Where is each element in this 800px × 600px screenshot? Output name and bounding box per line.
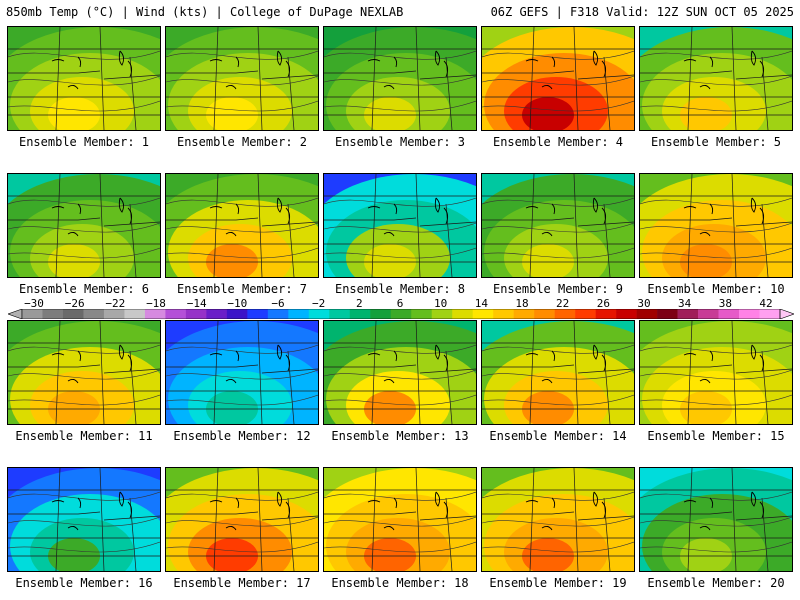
ensemble-member-label: Ensemble Member: 12: [173, 429, 311, 443]
temperature-field-map: [324, 321, 476, 424]
temperature-field-map: [8, 27, 160, 130]
ensemble-map-panel: [323, 26, 477, 131]
ensemble-member-label: Ensemble Member: 6: [18, 282, 150, 296]
ensemble-map-panel: [7, 26, 161, 131]
ensemble-map-panel: [165, 26, 319, 131]
ensemble-map-panel: [639, 173, 793, 278]
ensemble-member-label: Ensemble Member: 1: [18, 135, 150, 149]
ensemble-member-label: Ensemble Member: 20: [647, 576, 785, 590]
temperature-field-map: [482, 27, 634, 130]
ensemble-map-panel: [639, 320, 793, 425]
ensemble-member-label: Ensemble Member: 2: [176, 135, 308, 149]
temperature-field-map: [8, 321, 160, 424]
colorbar-tick-label: 42: [759, 297, 773, 310]
ensemble-member-label: Ensemble Member: 16: [15, 576, 153, 590]
colorbar-tick-label: 14: [474, 297, 488, 310]
temperature-field-map: [166, 174, 318, 277]
colorbar-tick-label: −18: [146, 297, 166, 310]
temperature-colorbar: −30 −26 −22 −18 −14 −10 −6 −2 2 6 10 14 18 22 26 30 34 38…: [8, 298, 794, 320]
temperature-field-map: [640, 27, 792, 130]
temperature-field-map: [640, 468, 792, 571]
map-title: 850mb Temp (°C) | Wind (kts) | College o…: [6, 5, 404, 19]
ensemble-map-panel: [481, 320, 635, 425]
ensemble-member-label: Ensemble Member: 5: [650, 135, 782, 149]
ensemble-member-label: Ensemble Member: 9: [492, 282, 624, 296]
ensemble-member-label: Ensemble Member: 8: [334, 282, 466, 296]
temperature-field-map: [324, 468, 476, 571]
ensemble-member-label: Ensemble Member: 10: [647, 282, 785, 296]
ensemble-map-panel: [165, 173, 319, 278]
temperature-field-map: [166, 468, 318, 571]
temperature-field-map: [166, 321, 318, 424]
temperature-field-map: [324, 27, 476, 130]
ensemble-map-panel: [165, 467, 319, 572]
ensemble-map-panel: [639, 26, 793, 131]
colorbar-tick-label: −30: [24, 297, 44, 310]
ensemble-map-panel: [7, 467, 161, 572]
ensemble-map-panel: [323, 320, 477, 425]
ensemble-map-panel: [481, 467, 635, 572]
colorbar-tick-label: −14: [186, 297, 207, 310]
temperature-field-map: [8, 468, 160, 571]
temperature-field-map: [640, 321, 792, 424]
ensemble-member-label: Ensemble Member: 11: [15, 429, 153, 443]
ensemble-member-label: Ensemble Member: 19: [489, 576, 627, 590]
ensemble-map-panel: [165, 320, 319, 425]
ensemble-map-panel: [481, 173, 635, 278]
colorbar-tick-label: −22: [105, 297, 126, 310]
ensemble-member-label: Ensemble Member: 18: [331, 576, 469, 590]
ensemble-member-label: Ensemble Member: 13: [331, 429, 469, 443]
colorbar-tick-label: 6: [396, 297, 404, 310]
colorbar-tick-label: 38: [718, 297, 732, 310]
ensemble-member-label: Ensemble Member: 17: [173, 576, 311, 590]
ensemble-map-panel: [7, 173, 161, 278]
ensemble-map-panel: [323, 173, 477, 278]
temperature-field-map: [482, 174, 634, 277]
colorbar-tick-label: −2: [312, 297, 326, 310]
ensemble-map-panel: [7, 320, 161, 425]
temperature-field-map: [640, 174, 792, 277]
temperature-field-map: [166, 27, 318, 130]
colorbar-tick-label: −10: [227, 297, 248, 310]
temperature-field-map: [8, 174, 160, 277]
colorbar-tick-label: 2: [356, 297, 363, 310]
ensemble-member-label: Ensemble Member: 15: [647, 429, 785, 443]
colorbar-tick-label: 10: [434, 297, 448, 310]
colorbar-tick-label: 26: [596, 297, 610, 310]
colorbar-tick-label: −26: [64, 297, 85, 310]
ensemble-member-label: Ensemble Member: 4: [492, 135, 624, 149]
temperature-field-map: [482, 321, 634, 424]
colorbar-tick-label: −6: [271, 297, 285, 310]
colorbar-tick-label: 34: [678, 297, 692, 310]
temperature-field-map: [324, 174, 476, 277]
ensemble-map-panel: [639, 467, 793, 572]
model-valid-time: 06Z GEFS | F318 Valid: 12Z SUN OCT 05 20…: [490, 5, 794, 19]
ensemble-map-panel: [323, 467, 477, 572]
colorbar-tick-label: 22: [556, 297, 570, 310]
colorbar-tick-label: 18: [515, 297, 529, 310]
colorbar-scale: [8, 309, 794, 319]
ensemble-member-label: Ensemble Member: 14: [489, 429, 627, 443]
colorbar-tick-label: 30: [637, 297, 651, 310]
temperature-field-map: [482, 468, 634, 571]
ensemble-member-label: Ensemble Member: 7: [176, 282, 308, 296]
ensemble-member-label: Ensemble Member: 3: [334, 135, 466, 149]
ensemble-map-panel: [481, 26, 635, 131]
